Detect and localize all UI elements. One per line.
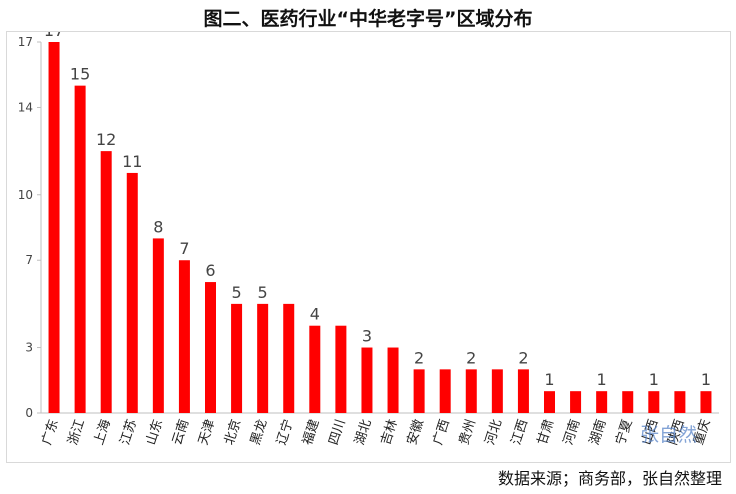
bar-14 xyxy=(387,347,399,413)
x-tick-label-18: 河北 xyxy=(483,418,505,447)
chart-frame: 03710141717广东15浙江12上海11江苏8山东7云南6天津5北京5黑龙… xyxy=(6,31,731,463)
x-tick-label-10: 辽宁 xyxy=(273,417,296,447)
bar-11 xyxy=(309,325,321,413)
y-tick-label: 10 xyxy=(18,188,33,202)
data-label-13: 3 xyxy=(362,327,372,346)
bar-20 xyxy=(544,391,555,413)
x-tick-label-26: 重庆 xyxy=(691,417,714,447)
bar-1 xyxy=(48,42,60,413)
bar-23 xyxy=(622,391,634,413)
data-label-20: 1 xyxy=(544,370,554,389)
bar-7 xyxy=(205,282,216,413)
bar-24 xyxy=(648,391,660,413)
x-tick-label-12: 四川 xyxy=(326,418,348,447)
bar-17 xyxy=(465,369,477,413)
bar-5 xyxy=(152,238,164,413)
x-tick-label-1: 广东 xyxy=(40,418,62,447)
y-tick-label: 7 xyxy=(25,253,33,267)
data-label-4: 11 xyxy=(122,152,142,171)
bar-15 xyxy=(413,369,425,413)
data-label-11: 4 xyxy=(310,305,320,324)
bar-25 xyxy=(674,391,686,413)
bar-13 xyxy=(361,347,373,413)
watermark: 张自然 xyxy=(640,424,698,446)
bar-2 xyxy=(74,85,86,413)
data-label-24: 1 xyxy=(649,370,659,389)
x-tick-label-15: 安徽 xyxy=(405,418,427,447)
bar-9 xyxy=(257,303,269,413)
x-tick-label-16: 广西 xyxy=(431,418,453,447)
x-tick-label-13: 湖北 xyxy=(352,418,374,447)
data-label-3: 12 xyxy=(96,130,116,149)
bar-18 xyxy=(491,369,503,413)
x-tick-label-6: 云南 xyxy=(169,417,192,447)
x-tick-label-4: 江苏 xyxy=(117,417,140,447)
x-tick-label-14: 吉林 xyxy=(379,418,401,447)
y-tick-label: 14 xyxy=(18,100,33,114)
bar-22 xyxy=(596,391,608,413)
bar-4 xyxy=(126,172,138,413)
bar-26 xyxy=(700,391,712,413)
x-tick-label-19: 江西 xyxy=(509,418,531,447)
bar-21 xyxy=(570,391,582,413)
bar-16 xyxy=(439,369,451,413)
x-tick-label-8: 北京 xyxy=(222,418,244,447)
source-note: 数据来源；商务部，张自然整理 xyxy=(497,469,722,488)
x-tick-label-17: 贵州 xyxy=(457,418,479,447)
chart-title: 图二、医药行业“中华老字号”区域分布 xyxy=(203,8,533,30)
bar-8 xyxy=(231,303,243,413)
data-label-6: 7 xyxy=(179,239,189,258)
x-tick-label-3: 上海 xyxy=(92,418,114,447)
data-label-15: 2 xyxy=(414,348,424,367)
x-tick-label-5: 山东 xyxy=(144,418,166,447)
bar-12 xyxy=(335,325,347,413)
bar-3 xyxy=(100,151,112,413)
x-tick-label-11: 福建 xyxy=(300,418,322,447)
data-label-19: 2 xyxy=(518,348,528,367)
data-label-22: 1 xyxy=(597,370,607,389)
bar-19 xyxy=(517,369,529,413)
x-tick-label-22: 湖南 xyxy=(586,417,609,447)
x-tick-label-20: 甘肃 xyxy=(535,418,557,447)
data-label-17: 2 xyxy=(466,348,476,367)
data-label-26: 1 xyxy=(701,370,711,389)
y-tick-label: 0 xyxy=(25,406,33,420)
y-tick-label: 3 xyxy=(25,341,33,355)
bar-6 xyxy=(178,260,190,413)
bar-chart: 03710141717广东15浙江12上海11江苏8山东7云南6天津5北京5黑龙… xyxy=(18,32,719,447)
x-tick-label-23: 宁夏 xyxy=(612,417,635,447)
data-label-9: 5 xyxy=(258,283,268,302)
data-label-1: 17 xyxy=(44,32,64,40)
x-tick-label-9: 黑龙 xyxy=(248,418,270,447)
x-tick-label-2: 浙江 xyxy=(66,418,88,447)
data-label-2: 15 xyxy=(70,65,90,84)
data-label-7: 6 xyxy=(205,261,215,280)
y-tick-label: 17 xyxy=(18,35,33,49)
x-tick-label-21: 河南 xyxy=(560,417,583,447)
bar-10 xyxy=(283,303,295,413)
data-label-8: 5 xyxy=(231,283,241,302)
data-label-5: 8 xyxy=(153,217,163,236)
x-tick-label-7: 天津 xyxy=(196,418,218,447)
